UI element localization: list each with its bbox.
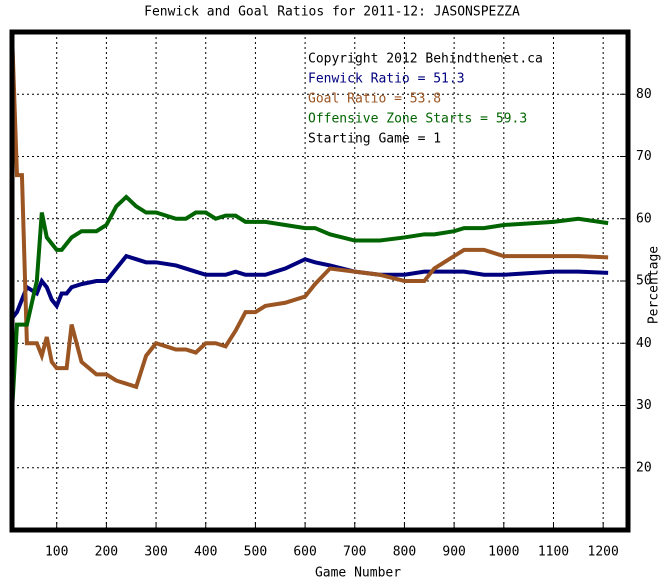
y-tick-label: 60 [636,211,652,226]
x-tick-label: 500 [244,545,267,560]
x-tick-label: 100 [45,545,68,560]
y-tick-label: 70 [636,149,652,164]
x-tick-label: 300 [144,545,167,560]
series-line [12,32,609,390]
x-axis-label: Game Number [315,566,401,580]
y-tick-label: 30 [636,398,652,413]
x-tick-label: 1200 [588,545,619,560]
legend-entry: Offensive Zone Starts = 59.3 [308,112,527,127]
x-tick-label: 700 [343,545,366,560]
y-tick-label: 20 [636,460,652,475]
x-tick-label: 1100 [538,545,569,560]
x-tick-label: 900 [442,545,465,560]
legend-entry: Goal Ratio = 53.8 [308,92,441,107]
annotation: Copyright 2012 Behindthenet.ca [308,52,543,67]
annotation: Starting Game = 1 [308,132,441,147]
y-tick-label: 50 [636,274,652,289]
y-tick-label: 80 [636,87,652,102]
x-tick-label: 600 [293,545,316,560]
chart-title: Fenwick and Goal Ratios for 2011-12: JAS… [144,5,520,20]
x-tick-label: 200 [95,545,118,560]
legend-entry: Fenwick Ratio = 51.3 [308,72,465,87]
x-tick-label: 400 [194,545,217,560]
x-tick-label: 800 [393,545,416,560]
y-tick-label: 40 [636,336,652,351]
plot-frame [9,29,631,533]
series-line [12,194,609,412]
y-axis-label: Percentage [647,246,662,324]
x-tick-label: 1000 [488,545,519,560]
